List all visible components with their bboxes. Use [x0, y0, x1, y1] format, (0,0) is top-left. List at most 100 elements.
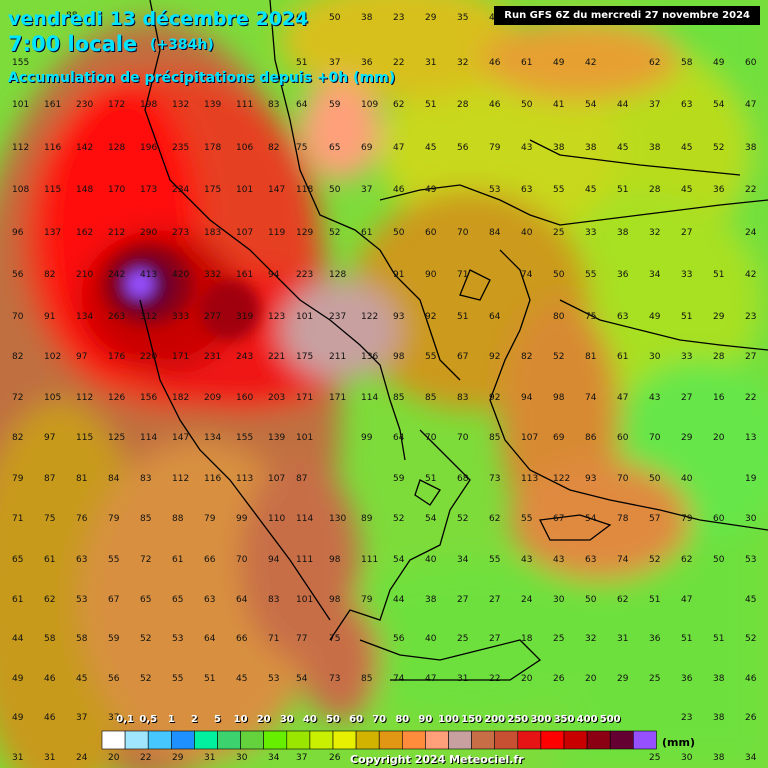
legend-swatch [632, 730, 657, 750]
value-label: 49 [649, 312, 661, 322]
value-label: 34 [268, 753, 280, 763]
value-label: 420 [172, 270, 189, 280]
value-label: 27 [681, 228, 692, 238]
value-label: 82 [521, 352, 532, 362]
value-label: 156 [140, 393, 157, 403]
value-label: 90 [425, 270, 437, 280]
value-label: 46 [489, 58, 501, 68]
value-label: 83 [457, 393, 468, 403]
value-label: 23 [393, 13, 404, 23]
value-label: 175 [296, 352, 313, 362]
value-label: 61 [44, 555, 55, 565]
value-label: 242 [108, 270, 125, 280]
value-label: 101 [12, 100, 29, 110]
value-label: 69 [553, 433, 565, 443]
legend-swatch [425, 730, 449, 750]
value-label: 83 [268, 100, 279, 110]
value-label: 68 [457, 474, 469, 484]
value-label: 129 [296, 228, 313, 238]
value-label: 101 [236, 185, 253, 195]
value-label: 50 [713, 555, 725, 565]
value-label: 85 [425, 393, 436, 403]
value-label: 75 [585, 312, 596, 322]
value-label: 29 [681, 433, 693, 443]
value-label: 51 [425, 474, 436, 484]
legend-level-label: 10 [233, 714, 248, 725]
value-label: 52 [393, 514, 404, 524]
value-label: 148 [76, 185, 93, 195]
value-label: 71 [12, 514, 23, 524]
value-label: 30 [236, 753, 248, 763]
value-label: 73 [489, 474, 500, 484]
value-label: 45 [617, 143, 628, 153]
value-label: 173 [140, 185, 157, 195]
value-label: 45 [681, 185, 692, 195]
legend-swatch [471, 730, 496, 750]
value-label: 55 [489, 555, 500, 565]
value-label: 101 [296, 433, 313, 443]
value-label: 84 [108, 474, 120, 484]
value-label: 115 [76, 433, 93, 443]
value-label: 118 [296, 185, 313, 195]
value-label: 40 [425, 634, 437, 644]
value-label: 70 [457, 228, 469, 238]
value-label: 81 [585, 352, 596, 362]
value-label: 32 [649, 228, 660, 238]
value-label: 74 [521, 270, 533, 280]
value-label: 171 [296, 393, 313, 403]
value-label: 97 [76, 352, 87, 362]
legend-level-label: 1 [167, 714, 175, 725]
value-label: 60 [713, 514, 725, 524]
value-label: 75 [329, 634, 340, 644]
value-label: 26 [745, 713, 757, 723]
legend-level-label: 50 [326, 714, 340, 725]
value-label: 312 [140, 312, 157, 322]
value-label: 63 [296, 13, 307, 23]
value-label: 72 [140, 555, 151, 565]
value-label: 123 [268, 312, 285, 322]
value-label: 55 [108, 555, 119, 565]
value-label: 43 [521, 555, 532, 565]
value-label: 22 [489, 674, 500, 684]
value-label: 172 [108, 100, 125, 110]
value-label: 223 [296, 270, 313, 280]
value-label: 212 [108, 228, 125, 238]
value-label: 113 [236, 474, 253, 484]
value-label: 198 [140, 100, 157, 110]
value-label: 45 [745, 595, 756, 605]
value-label: 53 [745, 555, 756, 565]
value-label: 31 [204, 753, 215, 763]
value-label: 220 [140, 352, 157, 362]
run-info: Run GFS 6Z du mercredi 27 novembre 2024 [494, 6, 760, 25]
value-label: 132 [172, 100, 189, 110]
value-label: 33 [681, 352, 692, 362]
value-label: 91 [44, 312, 55, 322]
value-label: 128 [108, 143, 125, 153]
legend-swatch [448, 730, 472, 750]
value-label: 136 [361, 352, 378, 362]
value-label: 20 [713, 433, 725, 443]
value-label: 122 [361, 312, 378, 322]
value-label: 92 [489, 393, 500, 403]
value-label: 243 [236, 352, 253, 362]
value-label: 31 [617, 634, 628, 644]
value-label: 50 [393, 228, 405, 238]
value-label: 60 [425, 228, 437, 238]
value-label: 147 [268, 185, 285, 195]
value-label: 111 [236, 100, 253, 110]
value-label: 79 [681, 514, 693, 524]
value-label: 36 [361, 58, 373, 68]
value-label: 155 [236, 433, 253, 443]
legend-swatch [263, 730, 288, 750]
value-label: 122 [553, 474, 570, 484]
value-label: 37 [108, 713, 119, 723]
legend-level-label: 300 [530, 714, 552, 725]
legend-swatch [609, 730, 634, 750]
value-label: 38 [585, 143, 597, 153]
value-label: 46 [44, 674, 56, 684]
value-label: 52 [329, 228, 340, 238]
value-label: 38 [361, 13, 373, 23]
value-label: 70 [649, 433, 661, 443]
value-label: 62 [681, 555, 692, 565]
